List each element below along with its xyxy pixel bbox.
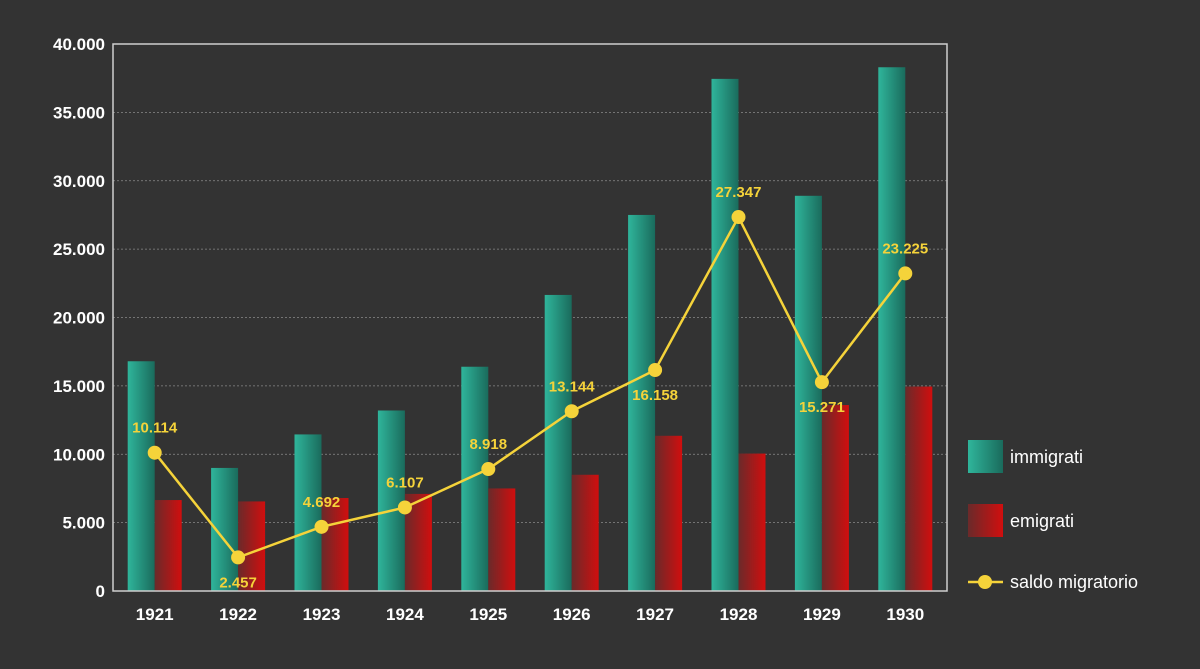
bar-immigrati (794, 195, 822, 592)
bar-emigrati (488, 488, 516, 591)
saldo-data-label: 4.692 (303, 494, 341, 511)
y-tick-label: 10.000 (53, 445, 105, 464)
saldo-point (231, 550, 246, 565)
saldo-data-label: 6.107 (386, 474, 424, 491)
y-tick-label: 40.000 (53, 35, 105, 54)
bar-emigrati (738, 453, 766, 591)
saldo-data-label: 15.271 (799, 399, 845, 416)
bar-emigrati (655, 435, 683, 591)
y-tick-label: 30.000 (53, 172, 105, 191)
bar-immigrati (878, 67, 906, 591)
legend-label-emigrati: emigrati (1010, 511, 1074, 531)
y-tick-label: 35.000 (53, 103, 105, 122)
x-tick-label: 1921 (136, 605, 174, 624)
legend-swatch-emigrati (968, 504, 1003, 537)
saldo-data-label: 10.114 (132, 420, 178, 437)
y-tick-label: 15.000 (53, 377, 105, 396)
saldo-data-label: 13.144 (549, 378, 596, 395)
x-tick-label: 1923 (303, 605, 341, 624)
bar-emigrati (321, 498, 349, 591)
y-tick-label: 0 (96, 582, 105, 601)
saldo-line: 10.114 2.457 4.692 6.107 8.918 13.144 16.158 27… (132, 184, 928, 591)
bar-emigrati (821, 405, 849, 591)
legend-swatch-immigrati (968, 440, 1003, 473)
saldo-point (814, 375, 829, 390)
bar-immigrati (127, 361, 155, 591)
bar-immigrati (711, 78, 739, 592)
bar-immigrati (544, 294, 572, 591)
saldo-data-label: 8.918 (470, 436, 508, 453)
saldo-data-label: 16.158 (632, 387, 678, 404)
saldo-data-label: 2.457 (219, 574, 257, 591)
saldo-point (898, 266, 913, 281)
legend-marker-saldo (978, 575, 992, 589)
bar-immigrati (294, 434, 322, 591)
saldo-data-label: 23.225 (882, 240, 928, 257)
saldo-point (481, 462, 496, 477)
saldo-line-path (153, 214, 907, 559)
saldo-point (731, 210, 746, 225)
bar-emigrati (905, 386, 933, 591)
grid-lines (113, 111, 947, 524)
saldo-point (564, 404, 579, 419)
bar-emigrati (571, 474, 599, 591)
x-tick-label: 1927 (636, 605, 674, 624)
saldo-point (397, 500, 412, 515)
bar-emigrati (154, 500, 182, 591)
y-tick-label: 20.000 (53, 309, 105, 328)
x-tick-label: 1929 (803, 605, 841, 624)
x-tick-label: 1926 (553, 605, 591, 624)
x-tick-label: 1922 (219, 605, 257, 624)
y-tick-label: 25.000 (53, 240, 105, 259)
bar-emigrati (238, 501, 266, 591)
saldo-point (147, 445, 162, 460)
plot-frame (112, 43, 948, 592)
saldo-data-label: 27.347 (716, 184, 762, 201)
legend-label-saldo: saldo migratorio (1010, 572, 1138, 592)
saldo-point (648, 363, 663, 378)
x-tick-label: 1924 (386, 605, 424, 624)
x-tick-label: 1928 (720, 605, 758, 624)
bar-immigrati (628, 214, 656, 591)
bars (127, 67, 933, 592)
y-tick-label: 5.000 (62, 514, 105, 533)
axes: 0 5.000 10.000 15.000 20.000 25.000 30.000 35.0… (53, 35, 924, 624)
x-tick-label: 1925 (469, 605, 507, 624)
legend: immigrati emigrati saldo migratorio (968, 440, 1138, 592)
x-tick-label: 1930 (886, 605, 924, 624)
legend-label-immigrati: immigrati (1010, 447, 1083, 467)
saldo-point (314, 519, 329, 534)
bar-immigrati (377, 410, 405, 591)
